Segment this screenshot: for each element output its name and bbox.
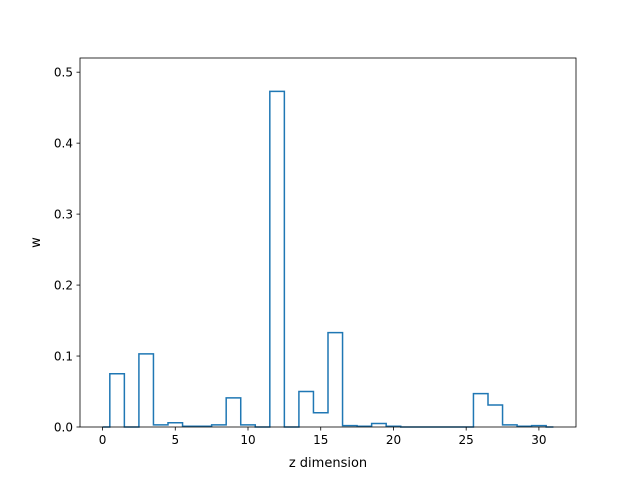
y-tick-label: 0.5 [54,65,73,79]
x-tick-label: 10 [240,433,255,447]
y-tick-label: 0.3 [54,207,73,221]
y-tick-label: 0.1 [54,349,73,363]
x-tick-label: 30 [531,433,546,447]
axes-frame [79,57,577,428]
y-tick-label: 0.2 [54,278,73,292]
y-tick-label: 0.4 [54,136,73,150]
x-tick-label: 0 [99,433,107,447]
series-step-line-0 [102,90,554,428]
y-tick-label: 0.0 [54,420,73,434]
x-tick-label: 20 [386,433,401,447]
y-axis-ticks: 0.0 0.1 0.2 0.3 0.4 0.5 [54,65,80,434]
x-axis-label: z dimension [289,456,367,471]
plot-area [102,90,554,428]
x-tick-label: 15 [313,433,328,447]
x-tick-label: 5 [171,433,179,447]
x-tick-label: 25 [459,433,474,447]
y-axis-label: w [29,237,44,248]
x-axis-ticks: 0 5 10 15 20 25 30 [99,427,547,447]
